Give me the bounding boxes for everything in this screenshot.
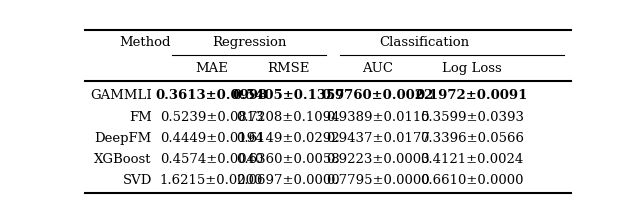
Text: 0.3599±0.0393: 0.3599±0.0393: [420, 111, 524, 124]
Text: 0.1972±0.0091: 0.1972±0.0091: [415, 89, 528, 103]
Text: 0.4121±0.0024: 0.4121±0.0024: [420, 153, 524, 166]
Text: Method: Method: [120, 36, 171, 49]
Text: Log Loss: Log Loss: [442, 62, 502, 75]
Text: 0.7208±0.1094: 0.7208±0.1094: [237, 111, 340, 124]
Text: FM: FM: [129, 111, 152, 124]
Text: 0.9760±0.0022: 0.9760±0.0022: [321, 89, 434, 103]
Text: 0.4449±0.0194: 0.4449±0.0194: [160, 132, 263, 145]
Text: 0.3396±0.0566: 0.3396±0.0566: [420, 132, 524, 145]
Text: 0.5405±0.1357: 0.5405±0.1357: [232, 89, 344, 103]
Text: 0.4574±0.0040: 0.4574±0.0040: [160, 153, 263, 166]
Text: Regression: Regression: [212, 36, 287, 49]
Text: DeepFM: DeepFM: [95, 132, 152, 145]
Text: 0.9437±0.0177: 0.9437±0.0177: [326, 132, 429, 145]
Text: 0.6610±0.0000: 0.6610±0.0000: [420, 174, 524, 187]
Text: 0.7795±0.0000: 0.7795±0.0000: [326, 174, 429, 187]
Text: 0.6360±0.0058: 0.6360±0.0058: [237, 153, 340, 166]
Text: 1.6215±0.0000: 1.6215±0.0000: [160, 174, 263, 187]
Text: GAMMLI: GAMMLI: [90, 89, 152, 103]
Text: 0.9223±0.0003: 0.9223±0.0003: [326, 153, 429, 166]
Text: MAE: MAE: [195, 62, 228, 75]
Text: 0.3613±0.0998: 0.3613±0.0998: [156, 89, 268, 103]
Text: 0.5239±0.0813: 0.5239±0.0813: [159, 111, 263, 124]
Text: SVD: SVD: [122, 174, 152, 187]
Text: Classification: Classification: [380, 36, 470, 49]
Text: AUC: AUC: [362, 62, 393, 75]
Text: 0.6149±0.0292: 0.6149±0.0292: [237, 132, 340, 145]
Text: RMSE: RMSE: [267, 62, 310, 75]
Text: 2.0697±0.0000: 2.0697±0.0000: [237, 174, 340, 187]
Text: 0.9389±0.0115: 0.9389±0.0115: [326, 111, 429, 124]
Text: XGBoost: XGBoost: [95, 153, 152, 166]
